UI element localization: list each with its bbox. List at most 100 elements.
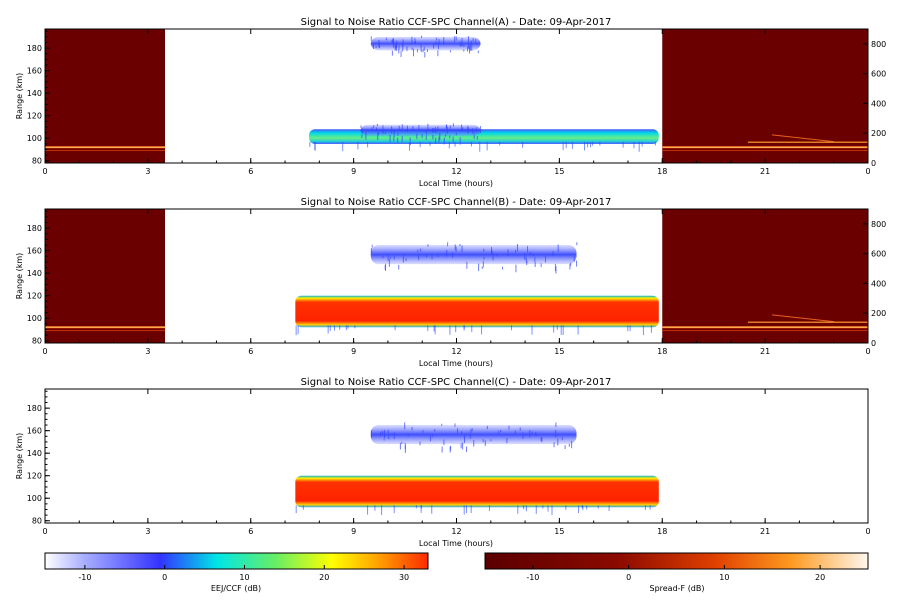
y-axis-label: Range (km) <box>15 433 24 480</box>
echo-speckle <box>373 125 375 129</box>
echo-speckle <box>469 434 471 439</box>
echo-speckle <box>397 137 399 143</box>
echo-speckle <box>398 125 400 130</box>
echo-speckle <box>451 252 453 258</box>
panel-title: Signal to Noise Ratio CCF-SPC Channel(B)… <box>301 197 612 208</box>
echo-speckle <box>534 262 536 267</box>
spread-f-stripe <box>45 150 166 152</box>
echo-speckle <box>529 430 531 438</box>
echo-speckle <box>454 423 456 427</box>
y-tick-label: 140 <box>27 449 42 458</box>
echo-speckle <box>302 505 304 510</box>
echo-speckle <box>413 48 415 57</box>
echo-speckle <box>467 36 469 44</box>
y-tick-label: 100 <box>27 314 42 323</box>
y-tick-label: 160 <box>27 247 42 256</box>
echo-speckle <box>433 325 435 332</box>
x-tick-label: 12 <box>451 167 461 176</box>
echo-speckle <box>432 128 434 133</box>
echo-speckle <box>502 266 504 270</box>
echo-speckle <box>409 137 411 142</box>
spread-f-block <box>662 209 868 343</box>
echo-speckle <box>427 123 429 131</box>
x-axis-label: Local Time (hours) <box>419 539 493 548</box>
echo-speckle <box>401 135 403 142</box>
x-tick-label: 9 <box>351 347 356 356</box>
echo-speckle <box>459 243 461 247</box>
echo-speckle <box>414 37 416 44</box>
y-tick-label: 100 <box>27 134 42 143</box>
echo-speckle <box>370 36 372 41</box>
echo-speckle <box>390 256 392 260</box>
echo-speckle <box>553 325 555 333</box>
x-tick-label: 18 <box>657 527 667 536</box>
echo-speckle <box>463 43 465 47</box>
echo-speckle <box>532 254 534 257</box>
colorbar-tick-label: 10 <box>719 573 729 582</box>
echo-speckle <box>365 132 367 140</box>
echo-speckle <box>441 423 443 426</box>
echo-speckle <box>555 430 557 438</box>
echo-speckle <box>427 325 429 331</box>
y-tick-label: 120 <box>27 112 42 121</box>
echo-speckle <box>459 137 461 145</box>
echo-speckle <box>422 49 424 53</box>
echo-speckle <box>425 253 427 258</box>
colorbar-tick-label: 30 <box>399 573 409 582</box>
echo-speckle <box>577 325 579 335</box>
echo-speckle <box>452 136 454 143</box>
echo-speckle <box>393 38 395 43</box>
echo-speckle <box>500 429 502 433</box>
echo-speckle <box>535 505 537 514</box>
echo-speckle <box>449 135 451 139</box>
echo-speckle <box>486 425 488 430</box>
echo-speckle <box>408 141 410 151</box>
echo-speckle <box>309 141 311 147</box>
echo-speckle <box>418 254 420 261</box>
echo-speckle <box>297 325 299 335</box>
echo-speckle <box>402 44 404 52</box>
echo-speckle <box>471 43 473 51</box>
echo-speckle <box>461 431 463 435</box>
axes: 0 3 6 9 12 15 18 21 0801001201401601800200400600… <box>27 209 886 356</box>
echo-speckle <box>544 255 546 263</box>
x-tick-label: 0 <box>42 347 47 356</box>
echo-speckle <box>454 244 456 250</box>
heatmap-area <box>45 29 868 163</box>
echo-speckle <box>516 243 518 252</box>
y-tick-label: 120 <box>27 472 42 481</box>
echo-speckle <box>507 249 509 257</box>
echo-speckle <box>429 141 431 146</box>
echo-speckle <box>400 50 402 58</box>
echo-speckle <box>547 505 549 512</box>
echo-speckle <box>431 505 433 514</box>
echo-speckle <box>447 242 449 247</box>
spread-f-block <box>662 29 868 163</box>
echo-speckle <box>552 251 554 257</box>
echo-speckle <box>466 261 468 269</box>
echo-speckle <box>385 263 387 271</box>
echo-speckle <box>431 254 433 260</box>
echo-speckle <box>439 132 441 141</box>
spread-f-stripe <box>662 326 868 329</box>
echo-speckle <box>472 38 474 42</box>
echo-speckle <box>482 260 484 268</box>
echo-speckle <box>467 46 469 52</box>
echo-region <box>295 295 659 328</box>
echo-speckle <box>557 244 559 253</box>
colorbar-tick-label: 0 <box>162 573 167 582</box>
echo-speckle <box>582 505 584 511</box>
echo-speckle <box>629 325 631 332</box>
echo-speckle <box>526 260 528 266</box>
echo-speckle <box>443 439 445 446</box>
echo-speckle <box>599 141 601 146</box>
echo-speckle <box>488 505 490 511</box>
echo-speckle <box>374 505 376 511</box>
echo-speckle <box>527 246 529 253</box>
right-tick-label: 400 <box>871 279 886 288</box>
echo-speckle <box>445 124 447 129</box>
echo-speckle <box>508 425 510 430</box>
echo-speckle <box>564 445 566 450</box>
echo-speckle <box>608 505 610 512</box>
